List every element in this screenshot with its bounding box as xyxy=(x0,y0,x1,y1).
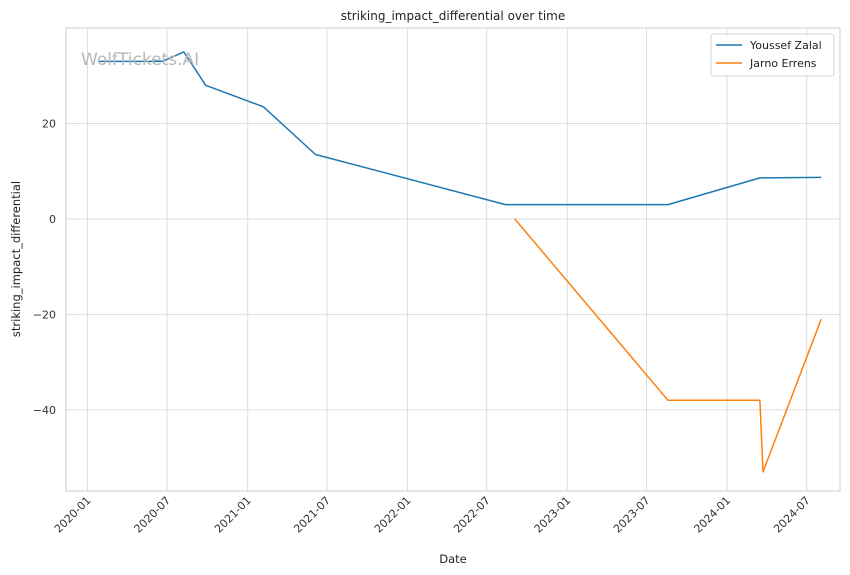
x-tick-label: 2022-07 xyxy=(451,494,493,536)
x-axis-label: Date xyxy=(439,552,467,566)
watermark: WolfTickets.AI xyxy=(81,50,199,70)
x-tick-label: 2024-01 xyxy=(691,494,733,536)
x-tick-label: 2021-01 xyxy=(212,494,254,536)
x-tick-label: 2020-01 xyxy=(52,494,94,536)
legend-label: Jarno Errens xyxy=(749,57,817,70)
y-tick-label: −20 xyxy=(33,308,56,321)
y-axis-label: striking_impact_differential xyxy=(9,181,23,337)
x-tick-labels: 2020-01 2020-07 2021-01 2021-07 2022-01 2022-… xyxy=(52,494,813,536)
legend-label: Youssef Zalal xyxy=(749,39,822,52)
chart-title: striking_impact_differential over time xyxy=(341,9,566,23)
y-tick-labels: −40 −20 0 20 xyxy=(33,117,56,416)
x-tick-label: 2023-01 xyxy=(532,494,574,536)
x-tick-label: 2024-07 xyxy=(771,494,813,536)
x-tick-label: 2023-07 xyxy=(611,494,653,536)
plot-frame xyxy=(65,27,841,492)
x-tick-label: 2022-01 xyxy=(372,494,414,536)
series-line-1 xyxy=(98,51,822,206)
x-tick-label: 2020-07 xyxy=(132,494,174,536)
series-line-2 xyxy=(514,218,822,473)
y-tick-label: −40 xyxy=(33,404,56,417)
x-tick-label: 2021-07 xyxy=(291,494,333,536)
series-lines xyxy=(98,51,822,473)
y-tick-label: 0 xyxy=(49,213,56,226)
y-tick-label: 20 xyxy=(42,117,56,130)
legend: Youssef Zalal Jarno Errens xyxy=(710,33,835,77)
grid xyxy=(66,28,840,491)
